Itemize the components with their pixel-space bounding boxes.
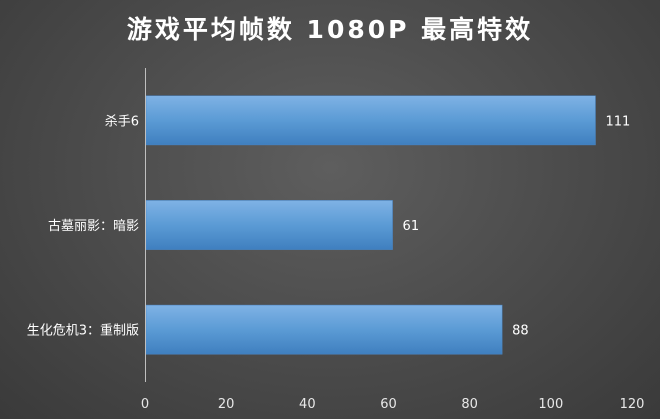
axes-group: 杀手6 111 古墓丽影：暗影 61 生化危机3：重制版 88 0 20 40 60 80 100 12… — [27, 68, 645, 412]
x-tick-label-3: 60 — [380, 397, 397, 412]
bar-0 — [145, 95, 596, 146]
x-tick-label-4: 80 — [461, 397, 478, 412]
bar-1 — [145, 200, 393, 250]
category-label-2: 生化危机3：重制版 — [27, 323, 139, 339]
category-label-1: 古墓丽影：暗影 — [48, 219, 139, 234]
bars-group — [145, 95, 596, 355]
x-tick-label-5: 100 — [538, 397, 563, 412]
data-label-0: 111 — [605, 114, 630, 129]
category-label-0: 杀手6 — [105, 114, 139, 129]
x-tick-label-1: 20 — [218, 397, 235, 412]
x-tick-label-6: 120 — [620, 397, 645, 412]
data-label-2: 88 — [512, 324, 529, 339]
data-label-1: 61 — [403, 219, 420, 234]
bar-2 — [145, 304, 503, 355]
x-tick-label-2: 40 — [299, 397, 316, 412]
x-tick-label-0: 0 — [141, 397, 149, 412]
chart-title: 游戏平均帧数 1080P 最高特效 — [126, 15, 534, 44]
